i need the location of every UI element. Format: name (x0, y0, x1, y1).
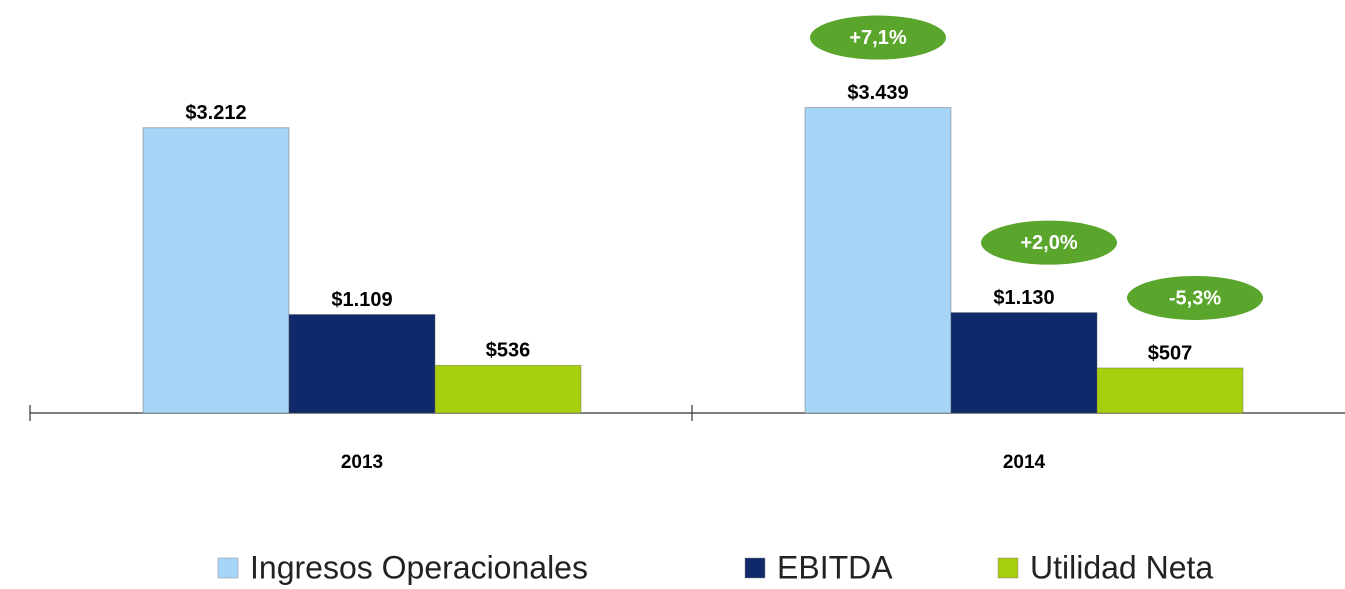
legend-swatch (997, 557, 1019, 579)
annotation: +2,0% (1020, 232, 1077, 254)
value-label: $1.109 (331, 289, 392, 311)
legend-label: Ingresos Operacionales (250, 549, 588, 585)
bar-shade (288, 314, 436, 414)
annotation: -5,3% (1169, 287, 1221, 309)
value-label: $507 (1148, 342, 1193, 364)
bar-shade (804, 107, 952, 414)
bar-shade (1096, 367, 1244, 414)
legend-swatch (744, 557, 766, 579)
legend-swatch (217, 557, 239, 579)
x-tick-label: 2014 (1003, 452, 1046, 473)
annotation-bubble (1127, 275, 1263, 320)
value-label: $536 (486, 340, 531, 362)
annotation-bubble (981, 220, 1117, 265)
value-label: $3.439 (847, 82, 908, 104)
bar-shade (434, 364, 582, 414)
annotation: +7,1% (849, 27, 906, 49)
value-label: $3.212 (185, 102, 246, 124)
legend-label: EBITDA (777, 549, 893, 585)
annotation-bubble (810, 15, 946, 60)
legend-label: Utilidad Neta (1030, 549, 1213, 585)
bar-shade (142, 127, 290, 414)
x-tick-label: 2013 (341, 452, 383, 473)
value-label: $1.130 (993, 287, 1054, 309)
bar-shade (950, 312, 1098, 414)
